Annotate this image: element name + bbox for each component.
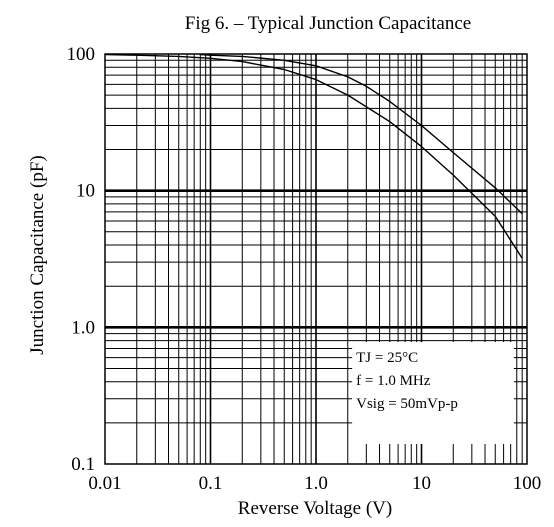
y-tick-label: 1.0 [71, 317, 95, 338]
x-tick-label: 10 [412, 473, 431, 494]
condition-temperature: TJ = 25°C [356, 350, 418, 366]
conditions-box-background [352, 342, 514, 445]
y-tick-label: 0.1 [71, 454, 95, 475]
major-grid [105, 54, 527, 464]
plot-frame [104, 53, 528, 465]
capacitance-curves [104, 53, 523, 259]
x-tick-label: 100 [513, 473, 542, 494]
x-tick-label: 1.0 [304, 473, 328, 494]
y-tick-labels: 0.1 1.0 10 100 [67, 44, 96, 475]
x-axis-label: Reverse Voltage (V) [238, 498, 392, 519]
chart-title: Fig 6. – Typical Junction Capacitance [185, 13, 471, 34]
x-tick-label: 0.01 [88, 473, 121, 494]
capacitance-curve-1 [104, 53, 523, 259]
y-axis-label: Junction Capacitance (pF) [27, 155, 48, 354]
conditions-box: TJ = 25°C f = 1.0 MHz Vsig = 50mVp-p [352, 342, 514, 445]
condition-frequency: f = 1.0 MHz [356, 373, 431, 389]
condition-signal-voltage: Vsig = 50mVp-p [356, 396, 458, 412]
capacitance-curve-2 [200, 53, 523, 215]
x-tick-label: 0.1 [199, 473, 223, 494]
y-tick-label: 10 [76, 181, 95, 202]
y-tick-label: 100 [67, 44, 96, 65]
x-tick-labels: 0.01 0.1 1.0 10 100 [88, 473, 541, 494]
